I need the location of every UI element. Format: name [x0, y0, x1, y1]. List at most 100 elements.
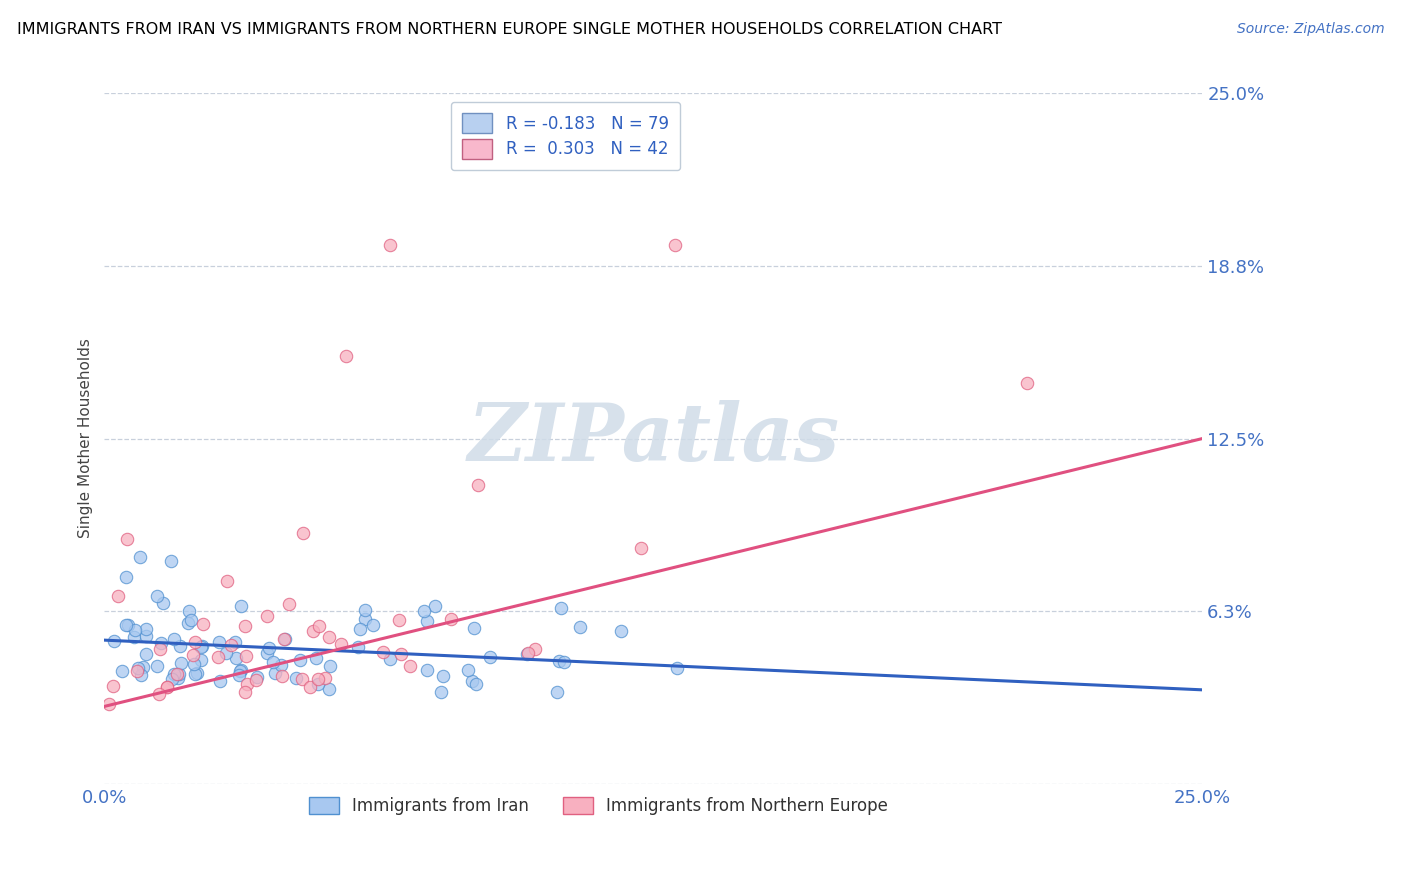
Point	[117, 617, 139, 632]
Legend: Immigrants from Iran, Immigrants from Northern Europe: Immigrants from Iran, Immigrants from No…	[301, 789, 896, 823]
Point	[257, 641, 280, 656]
Point	[347, 640, 370, 654]
Point	[460, 673, 482, 688]
Point	[148, 687, 170, 701]
Point	[125, 664, 148, 678]
Point	[630, 541, 652, 556]
Point	[219, 638, 242, 652]
Point	[569, 620, 592, 634]
Point	[236, 677, 259, 691]
Point	[245, 673, 267, 688]
Point	[308, 619, 330, 633]
Point	[467, 478, 489, 492]
Point	[299, 680, 322, 694]
Point	[430, 685, 453, 699]
Point	[378, 238, 401, 252]
Point	[399, 659, 422, 673]
Point	[115, 569, 138, 583]
Point	[191, 639, 214, 653]
Point	[318, 682, 340, 697]
Point	[208, 674, 231, 689]
Point	[284, 671, 307, 685]
Point	[233, 618, 256, 632]
Point	[183, 657, 205, 671]
Point	[167, 667, 190, 681]
Point	[229, 664, 252, 678]
Point	[292, 525, 315, 540]
Point	[208, 635, 231, 649]
Point	[517, 646, 540, 660]
Point	[160, 554, 183, 568]
Point	[184, 635, 207, 649]
Point	[225, 650, 247, 665]
Point	[115, 618, 138, 632]
Point	[413, 605, 436, 619]
Point	[146, 589, 169, 603]
Point	[180, 613, 202, 627]
Point	[416, 615, 439, 629]
Point	[235, 648, 257, 663]
Point	[163, 632, 186, 647]
Point	[664, 238, 686, 252]
Point	[186, 666, 208, 681]
Point	[190, 653, 212, 667]
Point	[547, 654, 569, 668]
Point	[124, 623, 146, 637]
Point	[215, 574, 238, 588]
Point	[361, 618, 384, 632]
Point	[301, 624, 323, 638]
Point	[233, 685, 256, 699]
Point	[314, 671, 336, 685]
Point	[229, 599, 252, 614]
Point	[432, 669, 454, 683]
Point	[440, 612, 463, 626]
Point	[270, 668, 292, 682]
Point	[162, 672, 184, 686]
Point	[425, 599, 447, 613]
Point	[228, 668, 250, 682]
Point	[97, 697, 120, 711]
Point	[215, 646, 238, 660]
Point	[149, 641, 172, 656]
Point	[550, 600, 572, 615]
Point	[479, 650, 502, 665]
Point	[389, 647, 412, 661]
Point	[177, 604, 200, 618]
Point	[288, 653, 311, 667]
Point	[335, 349, 357, 363]
Point	[291, 673, 314, 687]
Point	[319, 658, 342, 673]
Point	[270, 658, 292, 673]
Point	[264, 665, 287, 680]
Point	[190, 640, 212, 655]
Point	[354, 602, 377, 616]
Point	[354, 611, 377, 625]
Point	[1015, 376, 1038, 391]
Point	[107, 589, 129, 603]
Point	[193, 617, 215, 632]
Point	[373, 645, 395, 659]
Point	[546, 685, 568, 699]
Point	[262, 655, 284, 669]
Point	[101, 679, 124, 693]
Point	[464, 677, 486, 691]
Point	[277, 597, 299, 611]
Point	[135, 647, 157, 661]
Point	[388, 613, 411, 627]
Point	[115, 532, 138, 546]
Point	[524, 641, 547, 656]
Point	[135, 629, 157, 643]
Y-axis label: Single Mother Households: Single Mother Households	[79, 339, 93, 539]
Point	[273, 632, 295, 647]
Point	[207, 650, 229, 665]
Text: Source: ZipAtlas.com: Source: ZipAtlas.com	[1237, 22, 1385, 37]
Point	[330, 637, 353, 651]
Point	[111, 664, 134, 678]
Point	[156, 680, 179, 694]
Point	[553, 655, 575, 669]
Point	[231, 663, 253, 677]
Point	[307, 672, 329, 686]
Point	[256, 609, 278, 624]
Point	[127, 661, 149, 675]
Point	[156, 680, 179, 694]
